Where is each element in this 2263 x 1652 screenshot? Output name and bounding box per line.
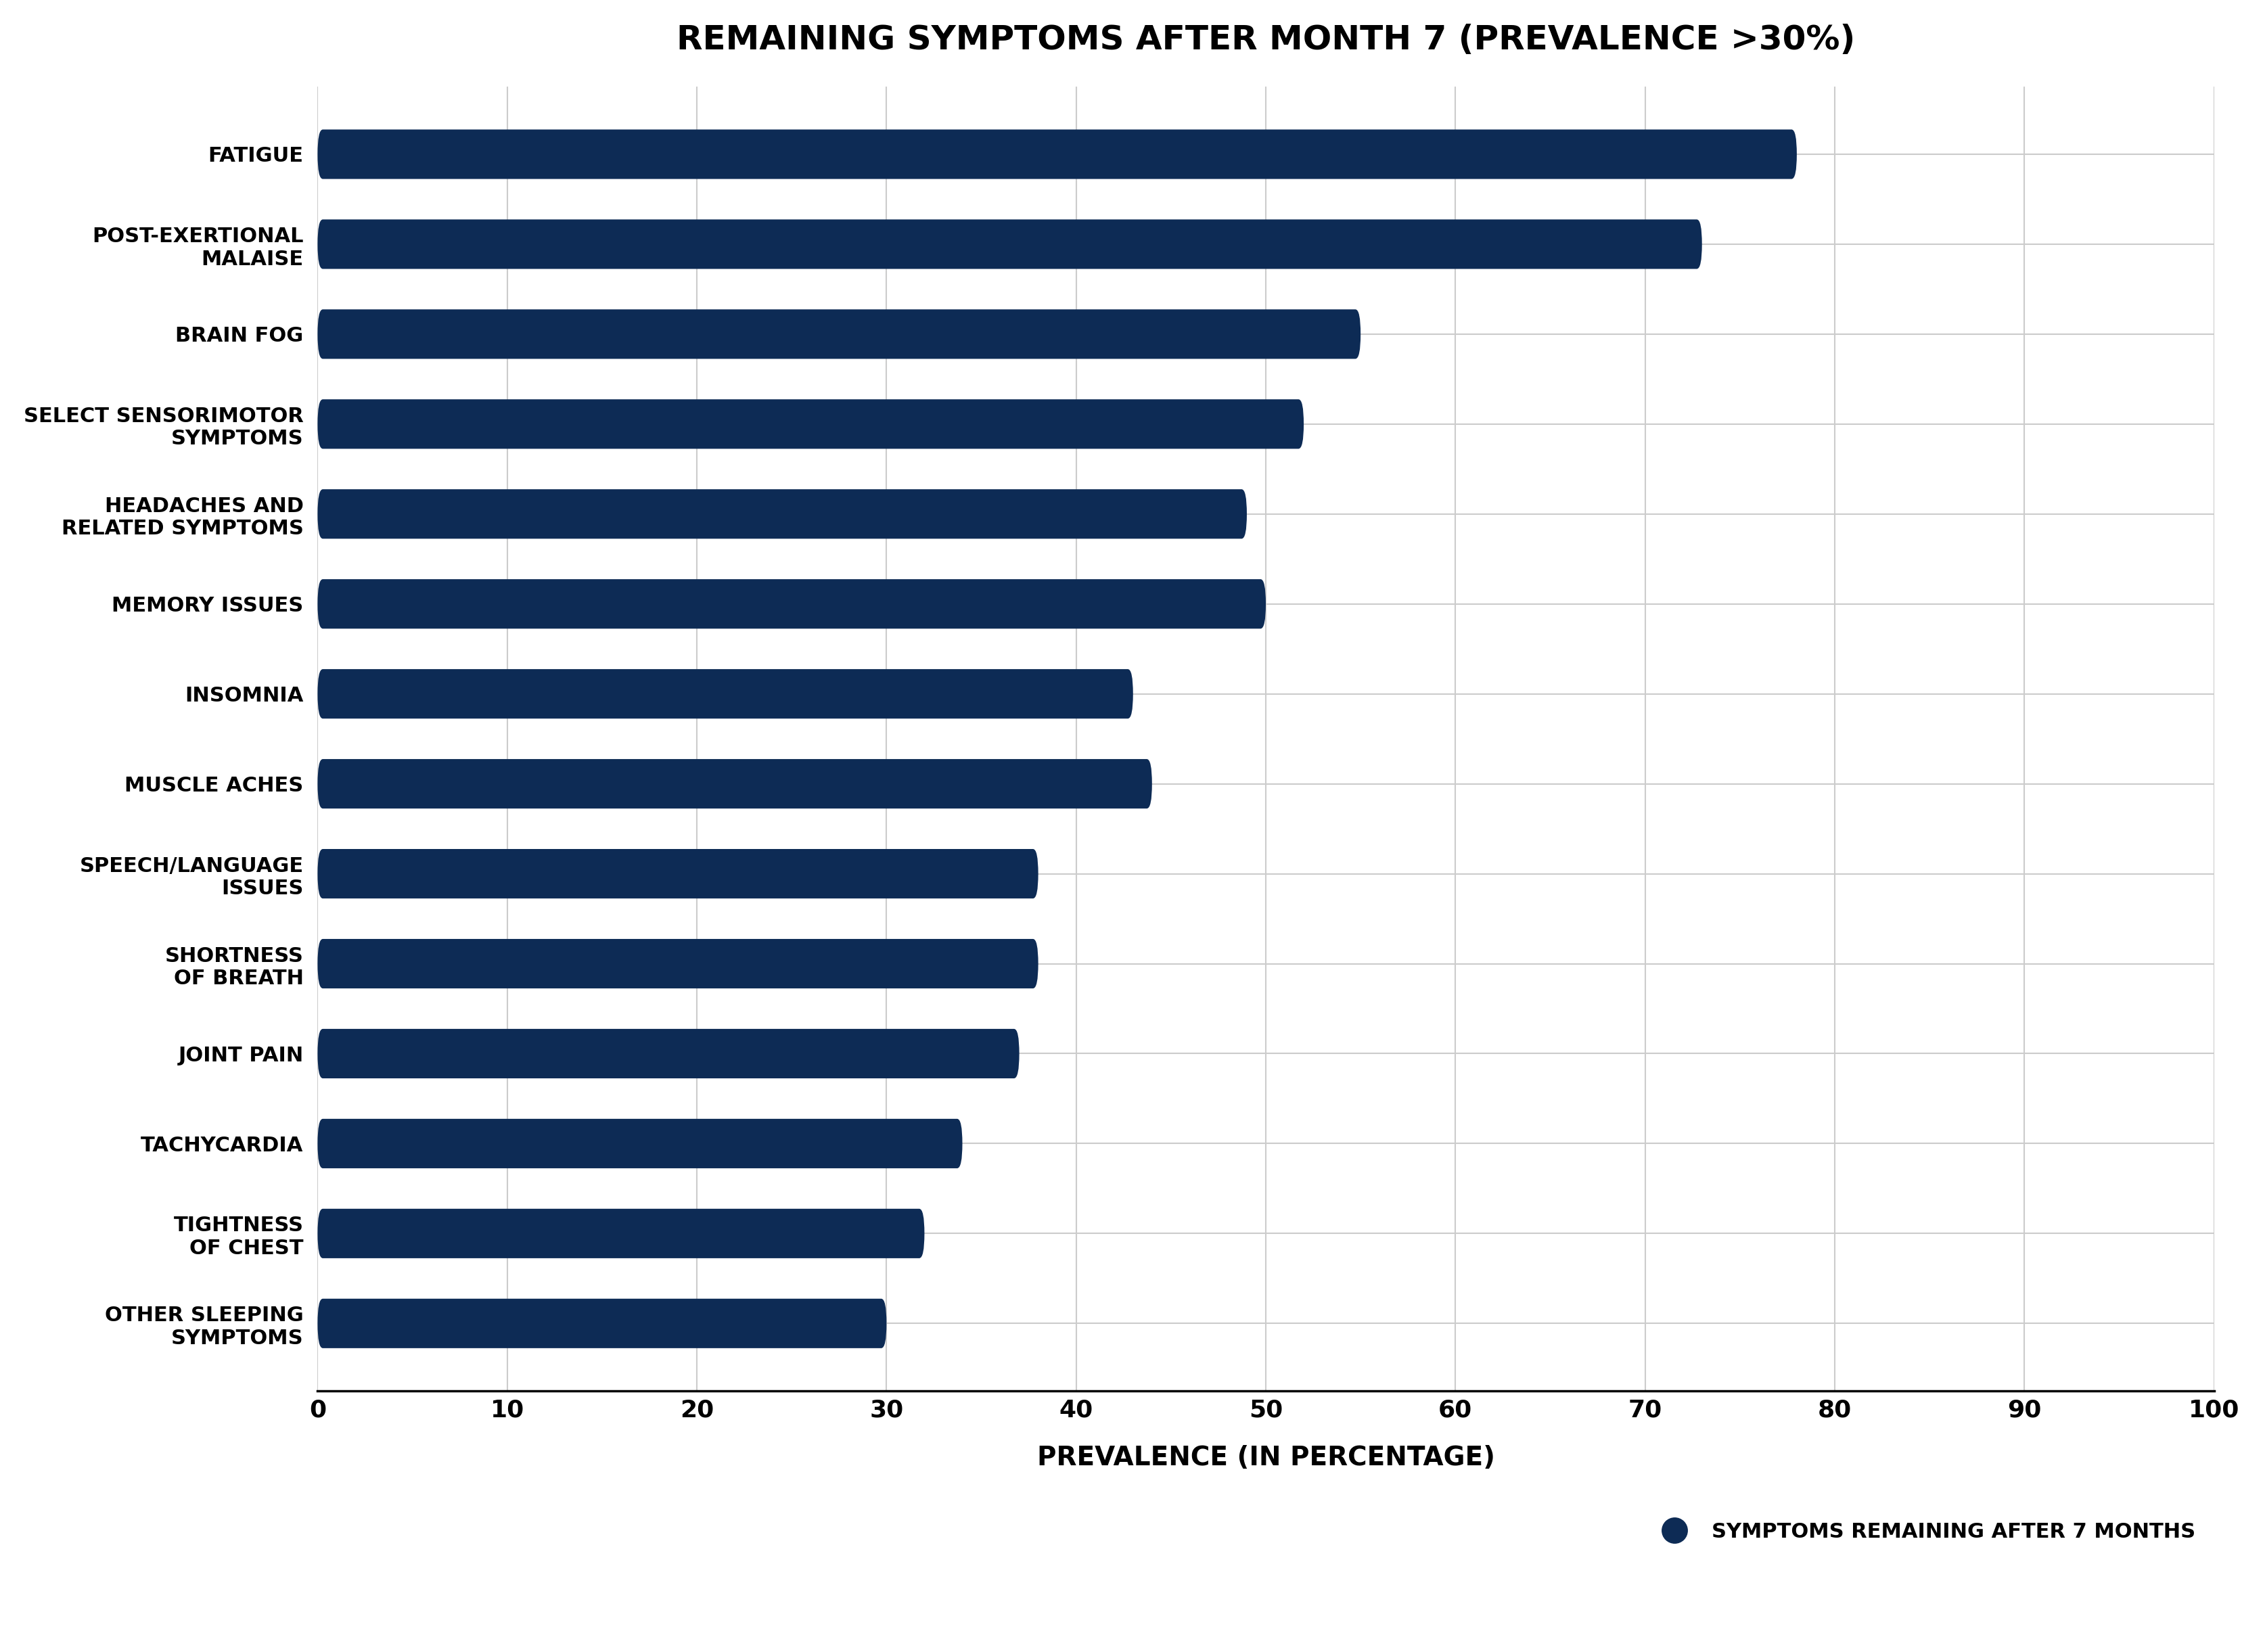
X-axis label: PREVALENCE (IN PERCENTAGE): PREVALENCE (IN PERCENTAGE) (1036, 1446, 1496, 1470)
FancyBboxPatch shape (317, 580, 1265, 629)
FancyBboxPatch shape (317, 1029, 1018, 1079)
FancyBboxPatch shape (317, 309, 1360, 358)
FancyBboxPatch shape (317, 489, 1247, 539)
FancyBboxPatch shape (317, 129, 1797, 178)
FancyBboxPatch shape (317, 400, 1303, 449)
FancyBboxPatch shape (317, 938, 1039, 988)
Title: REMAINING SYMPTOMS AFTER MONTH 7 (PREVALENCE >30%): REMAINING SYMPTOMS AFTER MONTH 7 (PREVAL… (677, 23, 1856, 56)
FancyBboxPatch shape (317, 1298, 887, 1348)
Legend: SYMPTOMS REMAINING AFTER 7 MONTHS: SYMPTOMS REMAINING AFTER 7 MONTHS (1645, 1513, 2204, 1550)
FancyBboxPatch shape (317, 220, 1702, 269)
FancyBboxPatch shape (317, 758, 1152, 808)
FancyBboxPatch shape (317, 1209, 926, 1259)
FancyBboxPatch shape (317, 1118, 962, 1168)
FancyBboxPatch shape (317, 849, 1039, 899)
FancyBboxPatch shape (317, 669, 1134, 719)
